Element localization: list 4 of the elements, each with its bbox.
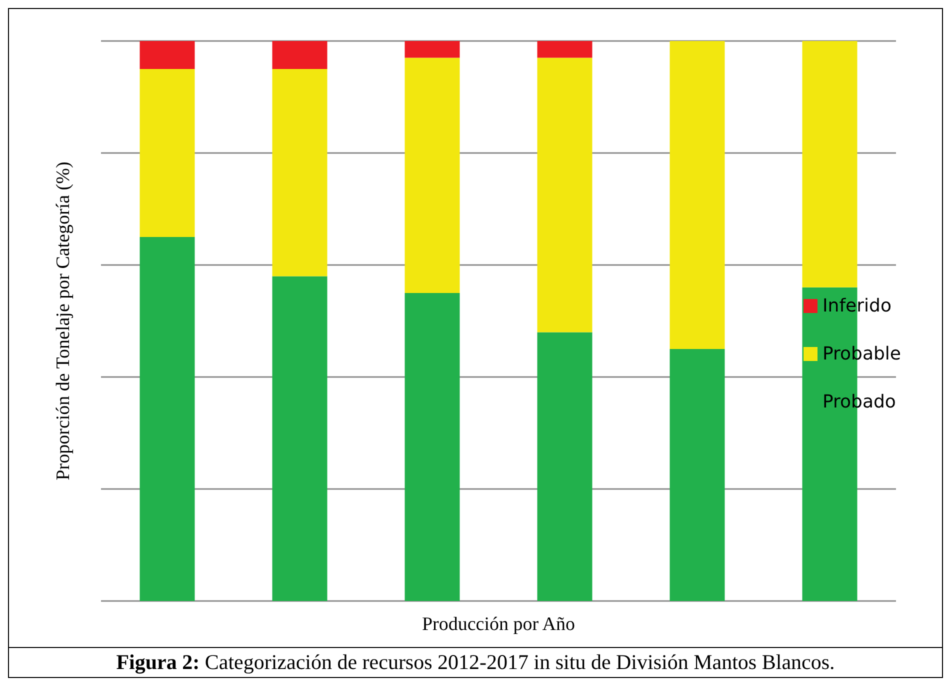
x-axis-title: Producción por Año	[422, 614, 576, 635]
text: Figura 2: Categorización de recursos 2012-2017 in situ de División Mantos Blancos.	[9, 647, 942, 677]
legend-label: Inferido	[822, 296, 892, 316]
y-axis-title: Proporción de Tonelaje por Categoría (%)	[53, 162, 74, 480]
